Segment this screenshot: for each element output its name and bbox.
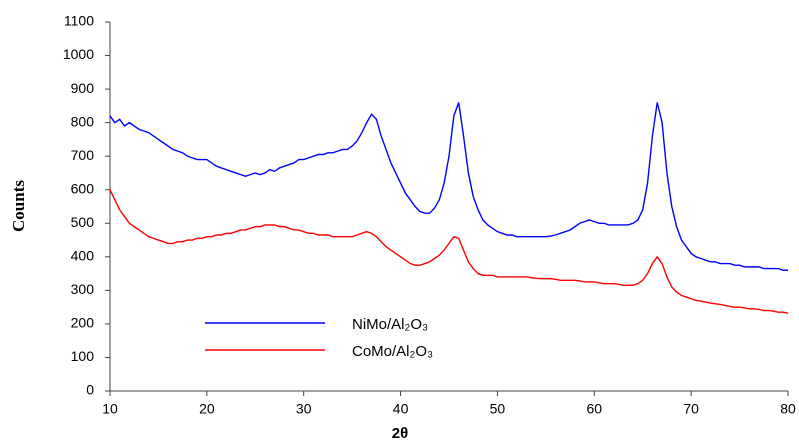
y-tick-label: 100 xyxy=(71,348,95,364)
x-tick-label: 80 xyxy=(780,401,796,417)
legend-label: NiMo/Al₂O₃ xyxy=(352,316,428,333)
y-tick-label: 800 xyxy=(71,113,95,129)
x-axis-title: 2θ xyxy=(392,425,408,442)
y-tick-label: 400 xyxy=(71,248,95,264)
x-tick-label: 70 xyxy=(683,401,699,417)
y-tick-label: 500 xyxy=(71,214,95,230)
x-tick-label: 60 xyxy=(586,401,602,417)
x-tick-label: 10 xyxy=(102,401,118,417)
series-line xyxy=(109,102,788,271)
x-tick-label: 40 xyxy=(393,401,409,417)
y-tick-label: 1000 xyxy=(63,46,94,62)
y-tick-label: 700 xyxy=(71,147,95,163)
series-line xyxy=(109,189,789,314)
x-tick-label: 50 xyxy=(490,401,506,417)
y-axis-title: Counts xyxy=(9,180,28,232)
y-tick-label: 900 xyxy=(71,80,95,96)
x-tick-label: 30 xyxy=(296,401,312,417)
y-tick-label: 300 xyxy=(71,281,95,297)
y-tick-label: 600 xyxy=(71,180,95,196)
y-tick-label: 1100 xyxy=(64,13,94,29)
legend-label: CoMo/Al₂O₃ xyxy=(352,343,433,360)
x-tick-label: 20 xyxy=(199,401,215,417)
y-tick-label: 0 xyxy=(86,382,94,398)
y-tick-label: 200 xyxy=(71,315,95,331)
